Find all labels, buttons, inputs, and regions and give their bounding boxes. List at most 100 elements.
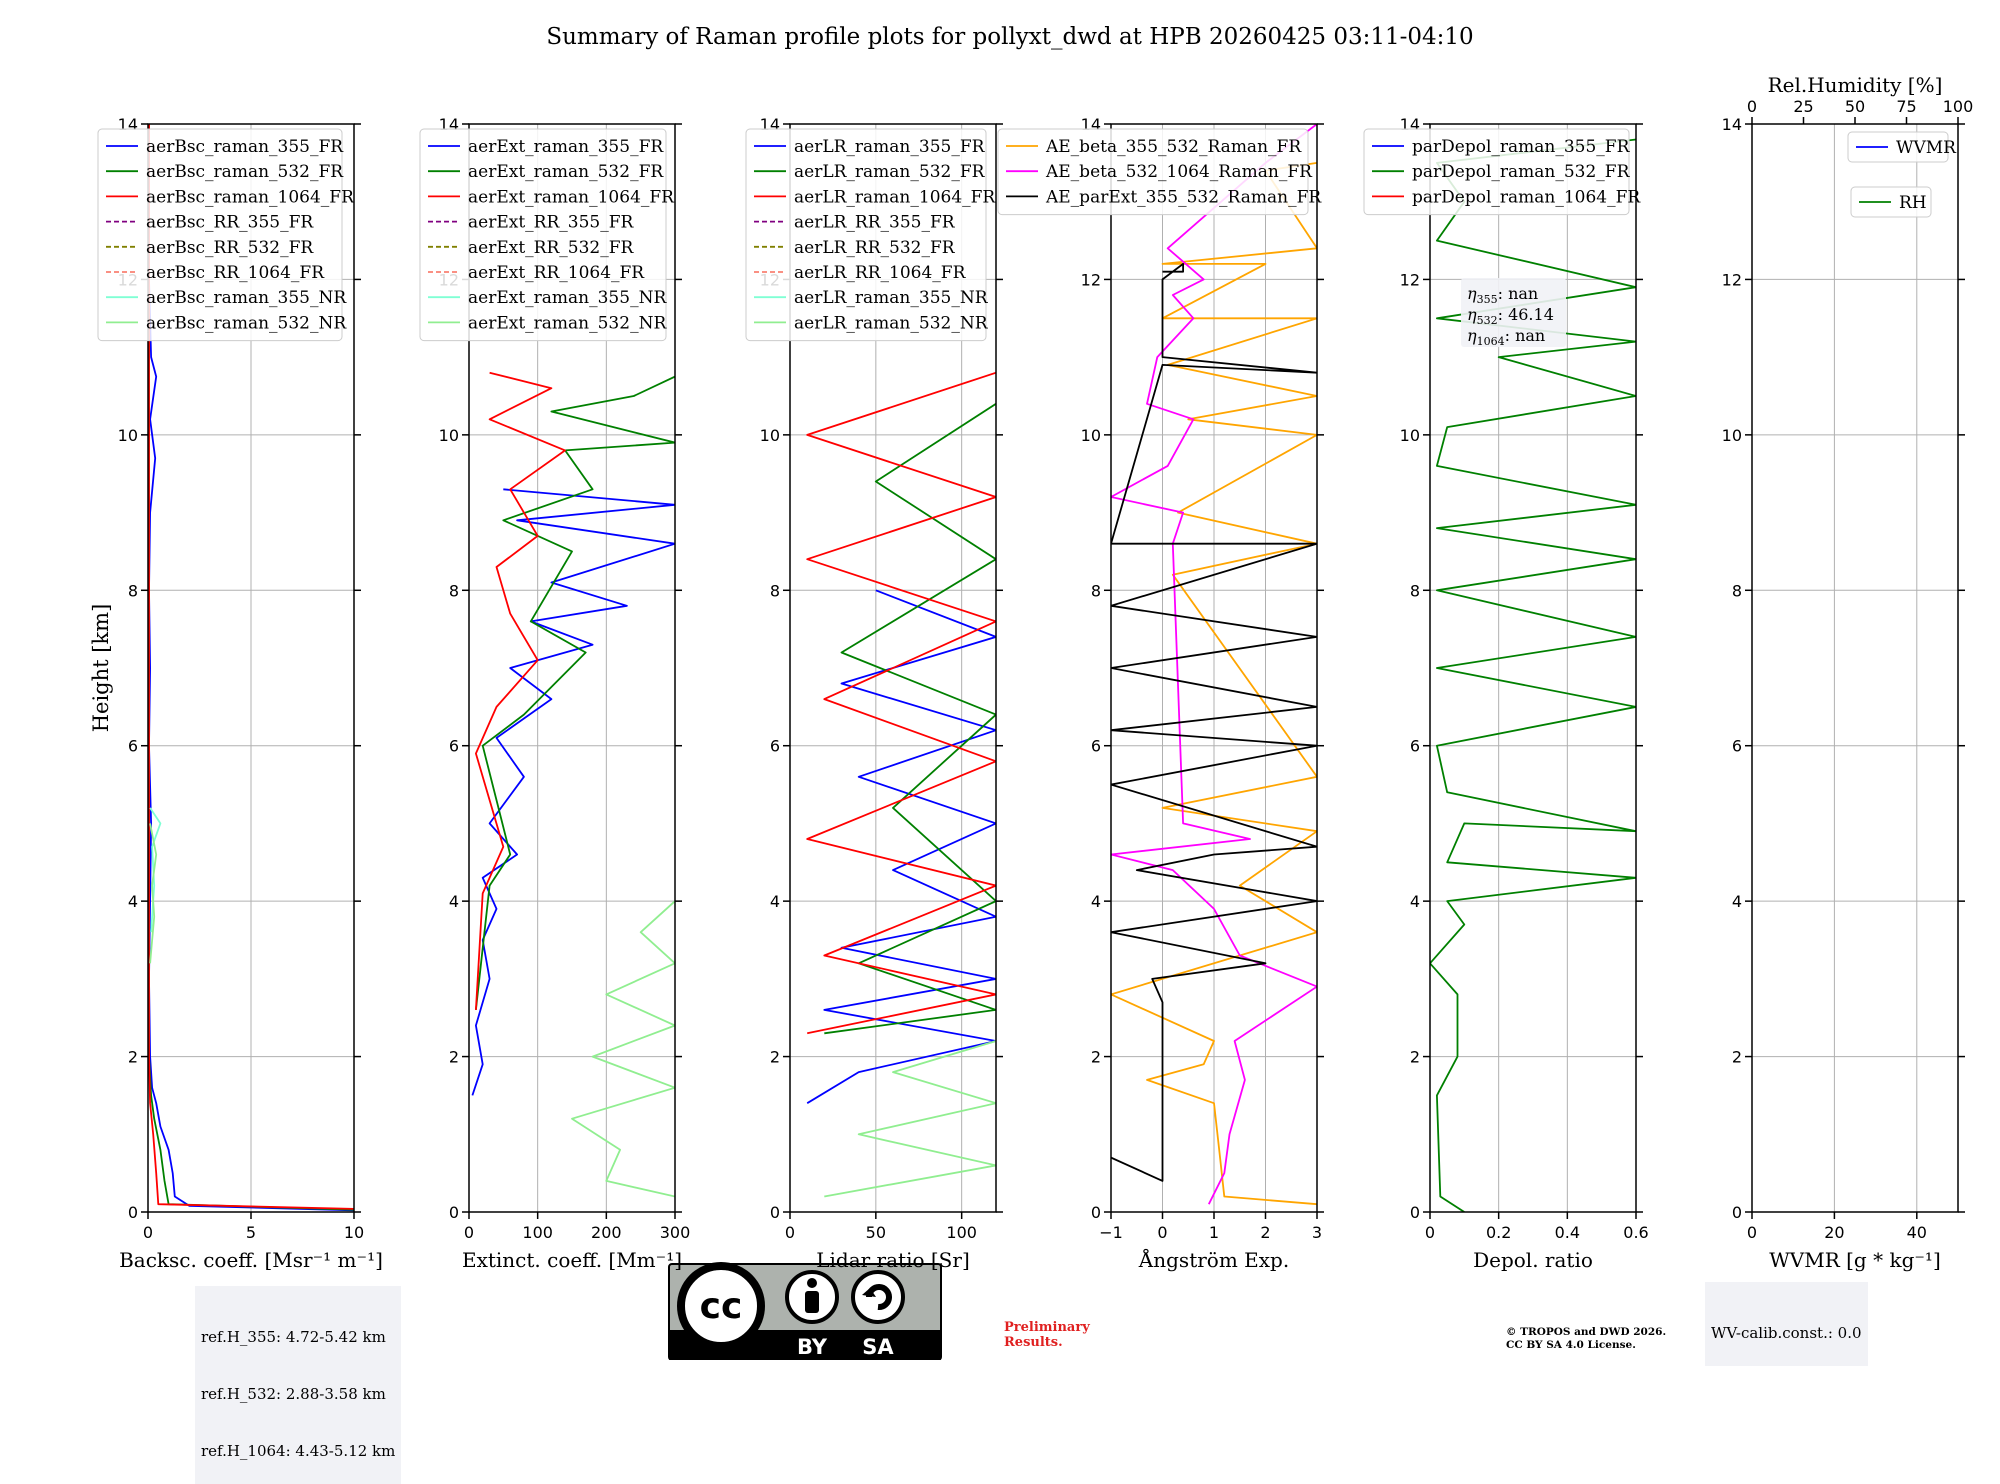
axes-frame xyxy=(789,123,997,1213)
x-tick-label: 10 xyxy=(344,1223,364,1242)
y-tick-label: 0 xyxy=(128,1203,138,1222)
y-tick-label: 10 xyxy=(1722,426,1742,445)
top-tick-label: 0 xyxy=(1747,97,1757,116)
x-axis-label: Backsc. coeff. [Msr⁻¹ m⁻¹] xyxy=(119,1248,383,1272)
y-tick-label: 10 xyxy=(1081,426,1101,445)
preliminary-line-1: Preliminary xyxy=(1004,1320,1090,1335)
top-tick-label: 100 xyxy=(1943,97,1974,116)
legend-label: aerLR_raman_532_FR xyxy=(794,162,986,182)
copyright-note: © TROPOS and DWD 2026. CC BY SA 4.0 Lice… xyxy=(1506,1326,1666,1352)
series-line-aerExt_raman_532_FR xyxy=(475,375,675,1010)
top-tick-label: 75 xyxy=(1896,97,1916,116)
top-tick-label: 25 xyxy=(1793,97,1813,116)
legend-label: parDepol_raman_355_FR xyxy=(1412,137,1631,157)
axes-frame xyxy=(1751,123,1959,1213)
legend-label: aerExt_raman_355_FR xyxy=(468,137,664,157)
axes-frame xyxy=(1429,123,1637,1213)
x-tick-label: 0 xyxy=(143,1223,153,1242)
axes-frame xyxy=(468,123,676,1213)
legend-label: aerExt_RR_532_FR xyxy=(468,238,634,258)
cc-by-sa-badge: cc BY SA xyxy=(668,1262,942,1360)
copyright-line-1: © TROPOS and DWD 2026. xyxy=(1506,1326,1667,1338)
x-tick-label: 2 xyxy=(1260,1223,1270,1242)
legend-box xyxy=(419,128,667,342)
legend-label: aerLR_RR_1064_FR xyxy=(794,263,967,283)
y-tick-label: 6 xyxy=(1091,737,1101,756)
x-tick-label: 50 xyxy=(866,1223,886,1242)
x-tick-label: 0 xyxy=(1157,1223,1167,1242)
attribution-icon xyxy=(785,1270,839,1324)
y-tick-label: 4 xyxy=(128,892,138,911)
x-tick-label: 3 xyxy=(1312,1223,1322,1242)
series-line-aerLR_raman_532_FR xyxy=(824,403,996,1035)
series-line-aerExt_raman_1064_FR xyxy=(474,371,566,1010)
legend-label: aerLR_raman_355_NR xyxy=(794,288,989,308)
legend-label: aerBsc_RR_355_FR xyxy=(146,213,314,233)
series-line-AE_parExt_355_532_Raman_FR xyxy=(1111,262,1317,1182)
legend-label: aerExt_raman_532_FR xyxy=(468,162,664,182)
x-tick-label: −1 xyxy=(1099,1223,1123,1242)
legend-label: aerExt_raman_1064_FR xyxy=(468,187,675,207)
legend-box xyxy=(997,128,1309,216)
legend-label: aerLR_RR_532_FR xyxy=(794,238,956,258)
x-tick-label: 100 xyxy=(946,1223,977,1242)
legend-label: aerLR_RR_355_FR xyxy=(794,213,956,233)
ref-height-1064: ref.H_1064: 4.43-5.12 km xyxy=(201,1442,396,1460)
series-line-AE_beta_355_532_Raman_FR xyxy=(1111,162,1317,1206)
wv-calib-const: WV-calib.const.: 0.0 xyxy=(1711,1324,1862,1342)
y-tick-label: 0 xyxy=(1410,1203,1420,1222)
y-tick-label: 8 xyxy=(770,581,780,600)
preliminary-line-2: Results. xyxy=(1004,1335,1063,1350)
legend-label: aerLR_raman_1064_FR xyxy=(794,187,996,207)
legend-label: parDepol_raman_532_FR xyxy=(1412,162,1631,182)
legend-box xyxy=(97,128,343,342)
preliminary-results-note: Preliminary Results. xyxy=(1004,1320,1090,1350)
y-tick-label: 6 xyxy=(1732,737,1742,756)
y-tick-label: 0 xyxy=(1732,1203,1742,1222)
series-line-aerLR_raman_355_FR xyxy=(806,589,996,1104)
series-line-aerExt_raman_355_FR xyxy=(471,488,675,1096)
x-tick-label: 40 xyxy=(1907,1223,1927,1242)
y-tick-label: 4 xyxy=(1091,892,1101,911)
y-tick-label: 12 xyxy=(1400,270,1420,289)
wv-calibration-box: WV-calib.const.: 0.0 xyxy=(1705,1282,1868,1366)
y-tick-label: 4 xyxy=(770,892,780,911)
y-tick-label: 12 xyxy=(1722,270,1742,289)
panel-backscatter: 024681012140510Backsc. coeff. [Msr⁻¹ m⁻¹… xyxy=(89,115,383,1272)
legend-label: aerExt_raman_355_NR xyxy=(468,288,667,308)
legend-label: aerBsc_raman_1064_FR xyxy=(146,187,355,207)
series-group xyxy=(806,371,996,1198)
y-tick-label: 2 xyxy=(128,1048,138,1067)
eta-label-532: η532: 46.14 xyxy=(1467,305,1554,327)
legend-box xyxy=(745,128,987,342)
y-tick-label: 2 xyxy=(1091,1048,1101,1067)
legend-label: aerBsc_raman_355_FR xyxy=(146,137,344,157)
y-tick-label: 8 xyxy=(449,581,459,600)
y-tick-label: 8 xyxy=(1410,581,1420,600)
x-tick-label: 0 xyxy=(464,1223,474,1242)
y-tick-label: 8 xyxy=(1732,581,1742,600)
panel-water_vapor: 0 2 4 6 8 10 12 14 0 20 40 WVMR [g * kg⁻¹] 0 25 50 75 10… xyxy=(1722,73,1974,1272)
legend-box xyxy=(1363,128,1630,216)
x-tick-label: 0.4 xyxy=(1555,1223,1580,1242)
legend-label: aerBsc_raman_532_NR xyxy=(146,313,347,333)
legend-box xyxy=(1847,131,1949,163)
sa-label: SA xyxy=(862,1335,894,1359)
x-tick-label: 0.6 xyxy=(1623,1223,1648,1242)
y-tick-label: 14 xyxy=(1722,115,1742,134)
y-tick-label: 6 xyxy=(128,737,138,756)
ref-height-355: ref.H_355: 4.72-5.42 km xyxy=(201,1328,386,1346)
reference-heights-box: ref.H_355: 4.72-5.42 km ref.H_532: 2.88-… xyxy=(195,1286,402,1484)
series-line-aerBsc_raman_1064_FR xyxy=(148,124,354,1210)
x-tick-label: 0 xyxy=(1425,1223,1435,1242)
y-tick-label: 6 xyxy=(770,737,780,756)
legend-label: aerExt_RR_1064_FR xyxy=(468,263,645,283)
series-group xyxy=(148,124,354,1212)
eta-annotation-box xyxy=(1461,278,1566,347)
cc-text: cc xyxy=(700,1286,743,1327)
x-tick-label: 0 xyxy=(785,1223,795,1242)
legend-label: RH xyxy=(1899,193,1927,213)
y-tick-label: 10 xyxy=(1400,426,1420,445)
